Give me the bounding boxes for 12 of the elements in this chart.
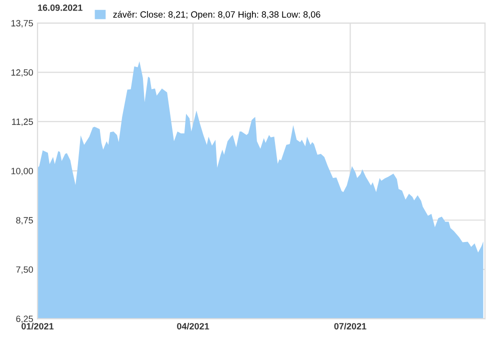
x-tick-label: 01/2021 xyxy=(22,322,54,330)
y-tick-label: 13,75 xyxy=(11,20,33,28)
y-tick-label: 7,50 xyxy=(16,266,33,274)
y-tick-label: 8,75 xyxy=(16,217,33,225)
x-tick-label: 07/2021 xyxy=(334,322,366,330)
y-tick-label: 10,00 xyxy=(11,168,33,176)
legend-label: závěr: Close: 8,21; Open: 8,07 High: 8,38 Low: 8,06 xyxy=(113,10,320,20)
y-tick-label: 11,25 xyxy=(12,118,33,126)
y-tick-label: 6,25 xyxy=(16,316,33,324)
x-tick-label: 04/2021 xyxy=(177,322,210,330)
legend-title: 16.09.2021 xyxy=(38,4,82,11)
y-tick-label: 12,50 xyxy=(11,69,33,77)
